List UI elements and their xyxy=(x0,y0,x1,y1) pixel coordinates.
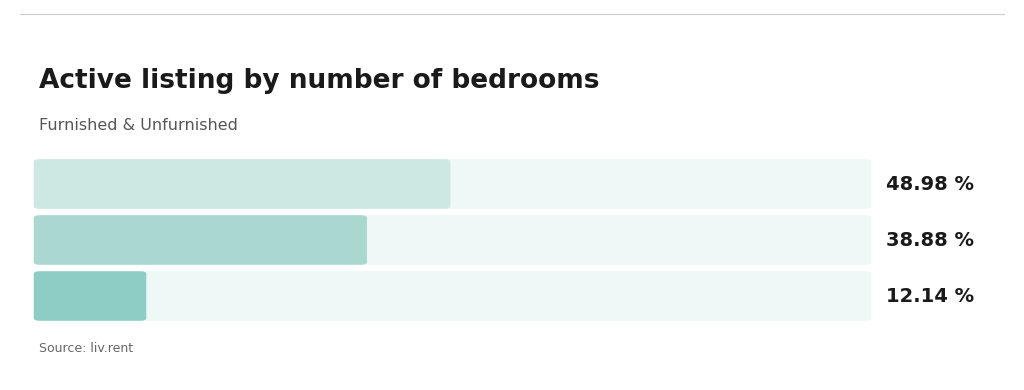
Text: Furnished & Unfurnished: Furnished & Unfurnished xyxy=(39,118,238,133)
Text: 3 br: 3 br xyxy=(58,289,89,303)
Text: 1 br: 1 br xyxy=(58,177,89,191)
Text: Source: liv.rent: Source: liv.rent xyxy=(39,342,133,355)
Text: 48.98 %: 48.98 % xyxy=(886,174,974,193)
Text: 38.88 %: 38.88 % xyxy=(886,230,974,250)
Text: 12.14 %: 12.14 % xyxy=(886,287,974,305)
Text: Active listing by number of bedrooms: Active listing by number of bedrooms xyxy=(39,68,599,94)
Text: 2 br: 2 br xyxy=(58,232,89,248)
